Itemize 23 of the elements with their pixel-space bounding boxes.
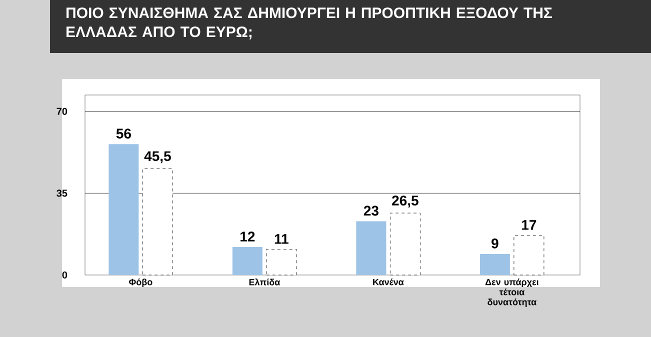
data-label: 23 xyxy=(364,206,378,216)
bar xyxy=(266,249,297,276)
x-tick-label: Δεν υπάρχει τέτοια δυνατότητα xyxy=(485,278,538,308)
bar xyxy=(232,246,262,275)
data-label: 9 xyxy=(492,238,498,248)
data-label: 17 xyxy=(522,220,536,230)
x-tick-label: Φόβο xyxy=(129,278,152,288)
chart-title: ΠΟΙΟ ΣΥΝΑΙΣΘΗΜΑ ΣΑΣ ΔΗΜΙΟΥΡΓΕΙ Η ΠΡΟΟΠΤΙΚΗ ΕΞΟΔΟΥ ΤΗΣ ΕΛΛΑΔΑΣ ΑΠΟ ΤΟ ΕΥΡΩ; xyxy=(66,8,552,40)
x-tick-label: Ελπίδα xyxy=(249,278,280,286)
x-tick-label: Κανένα xyxy=(373,278,404,286)
bar xyxy=(390,212,420,276)
data-label: 56 xyxy=(116,128,131,139)
y-tick-label: 70 xyxy=(56,108,68,115)
y-tick-label: 35 xyxy=(56,190,68,197)
bar xyxy=(356,221,386,275)
bar xyxy=(108,144,139,275)
data-label: 11 xyxy=(274,234,288,244)
bar xyxy=(480,254,510,275)
y-tick-label: 0 xyxy=(62,271,68,279)
data-label: 45,5 xyxy=(144,151,171,164)
data-label: 12 xyxy=(240,232,255,242)
bar xyxy=(514,235,544,276)
data-label: 26,5 xyxy=(392,196,418,208)
